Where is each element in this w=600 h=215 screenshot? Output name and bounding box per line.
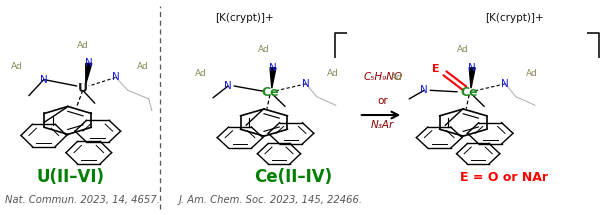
Text: E: E [433, 64, 440, 74]
Polygon shape [86, 63, 92, 84]
Text: Ad: Ad [258, 45, 270, 54]
Text: Ad: Ad [11, 62, 23, 71]
Text: Ad: Ad [137, 62, 149, 71]
Text: C₅H₉NO: C₅H₉NO [363, 72, 403, 82]
Polygon shape [270, 68, 276, 88]
Text: Ad: Ad [526, 69, 538, 78]
Text: U(II–VI): U(II–VI) [37, 168, 105, 186]
Text: or: or [377, 96, 388, 106]
Text: N: N [502, 79, 509, 89]
Text: Ad: Ad [327, 69, 339, 78]
Text: Ce(II–IV): Ce(II–IV) [254, 168, 332, 186]
Text: N: N [302, 79, 310, 89]
Text: N: N [40, 75, 47, 84]
Text: Ad: Ad [77, 41, 89, 50]
Text: N: N [224, 81, 232, 91]
Text: Ad: Ad [195, 69, 207, 78]
Text: N₃Ar: N₃Ar [371, 120, 394, 130]
Text: N: N [85, 58, 92, 68]
Text: N: N [421, 85, 428, 95]
Text: ⁻: ⁻ [599, 18, 600, 28]
Text: [K(crypt)]+: [K(crypt)]+ [485, 13, 544, 23]
Text: Ad: Ad [391, 73, 403, 82]
Text: N: N [112, 72, 119, 82]
Text: J. Am. Chem. Soc. 2023, 145, 22466.: J. Am. Chem. Soc. 2023, 145, 22466. [179, 195, 363, 205]
Text: Nat. Commun. 2023, 14, 4657.: Nat. Commun. 2023, 14, 4657. [5, 195, 160, 205]
Text: N: N [469, 63, 476, 73]
Polygon shape [469, 68, 475, 88]
Text: N: N [269, 63, 277, 73]
Text: U: U [78, 82, 88, 95]
Text: Ad: Ad [457, 45, 469, 54]
Text: Ce: Ce [460, 86, 478, 99]
Text: E = O or NAr: E = O or NAr [460, 171, 548, 184]
Text: [K(crypt)]+: [K(crypt)]+ [215, 13, 274, 23]
Text: Ce: Ce [261, 86, 279, 99]
